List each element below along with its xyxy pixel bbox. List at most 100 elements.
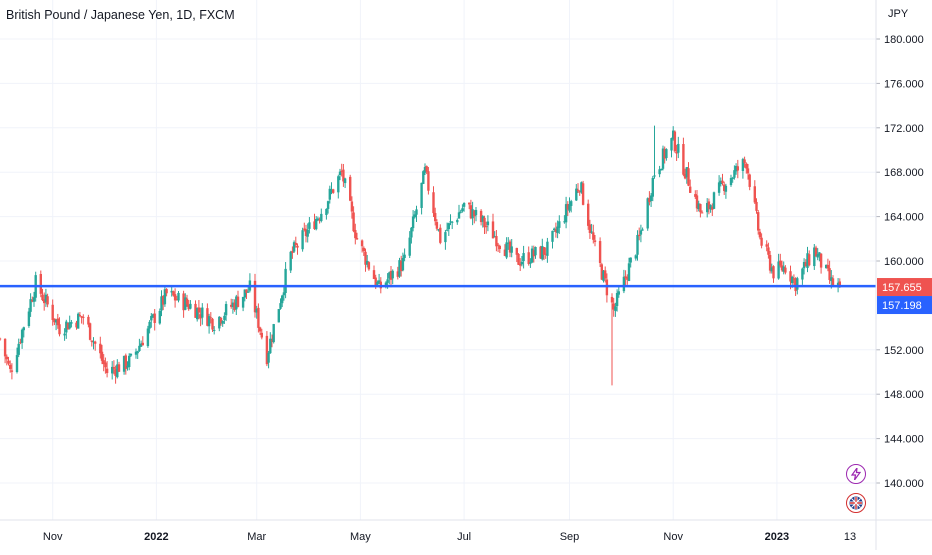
candle-body[interactable]	[343, 178, 347, 184]
candle-body[interactable]	[338, 171, 342, 176]
candle-body[interactable]	[558, 221, 561, 228]
candle-body[interactable]	[401, 258, 405, 271]
candle-body[interactable]	[806, 253, 809, 269]
candle-body[interactable]	[758, 231, 762, 238]
candle-body[interactable]	[627, 263, 631, 281]
candle-body[interactable]	[364, 251, 367, 265]
candle-body[interactable]	[63, 333, 66, 336]
candle-body[interactable]	[260, 332, 263, 338]
candle-body[interactable]	[99, 343, 102, 354]
candle-body[interactable]	[836, 282, 840, 286]
candle-body[interactable]	[697, 203, 700, 210]
candle-body[interactable]	[520, 261, 524, 265]
candle-body[interactable]	[638, 234, 641, 237]
candle-body[interactable]	[158, 310, 161, 324]
candle-body[interactable]	[194, 303, 197, 318]
candle-body[interactable]	[610, 296, 614, 303]
candle-body[interactable]	[87, 316, 90, 325]
candle-body[interactable]	[328, 188, 331, 200]
candle-body[interactable]	[201, 307, 204, 318]
candle-body[interactable]	[224, 304, 228, 316]
candle-body[interactable]	[736, 166, 739, 171]
candle-body[interactable]	[22, 327, 25, 331]
candle-body[interactable]	[831, 278, 835, 286]
candle-body[interactable]	[554, 229, 558, 233]
candle-body[interactable]	[670, 138, 673, 151]
candle-body[interactable]	[695, 195, 699, 209]
candle-body[interactable]	[162, 296, 165, 305]
candle-body[interactable]	[257, 307, 260, 328]
candle-body[interactable]	[649, 195, 653, 202]
candle-body[interactable]	[151, 314, 155, 317]
candle-body[interactable]	[116, 364, 119, 378]
candle-body[interactable]	[207, 316, 211, 327]
candle-body[interactable]	[165, 289, 168, 294]
candle-body[interactable]	[517, 253, 520, 265]
candle-body[interactable]	[461, 208, 464, 212]
candle-body[interactable]	[495, 235, 498, 247]
candle-body[interactable]	[794, 278, 797, 292]
candle-body[interactable]	[745, 163, 748, 169]
candle-body[interactable]	[660, 168, 663, 171]
candle-body[interactable]	[757, 212, 760, 231]
candle-body[interactable]	[66, 323, 70, 330]
candle-body[interactable]	[636, 234, 639, 255]
candle-body[interactable]	[646, 198, 649, 229]
candle-body[interactable]	[94, 341, 97, 344]
candle-body[interactable]	[342, 169, 345, 182]
candle-body[interactable]	[233, 302, 236, 310]
candle-body[interactable]	[755, 201, 758, 211]
candle-body[interactable]	[282, 292, 286, 296]
candle-body[interactable]	[304, 229, 308, 236]
candle-body[interactable]	[459, 211, 462, 213]
candle-body[interactable]	[177, 292, 180, 301]
candle-body[interactable]	[27, 311, 31, 326]
candle-body[interactable]	[486, 221, 490, 226]
candle-body[interactable]	[253, 280, 257, 313]
candle-body[interactable]	[682, 144, 685, 175]
candle-body[interactable]	[223, 315, 226, 320]
candle-body[interactable]	[685, 167, 688, 178]
flash-icon[interactable]	[846, 464, 866, 484]
candle-body[interactable]	[277, 309, 280, 323]
candle-body[interactable]	[553, 228, 556, 230]
candle-body[interactable]	[527, 252, 530, 264]
candle-body[interactable]	[376, 282, 379, 285]
candle-body[interactable]	[350, 201, 354, 212]
candle-body[interactable]	[653, 175, 656, 177]
candle-body[interactable]	[568, 204, 571, 211]
candle-body[interactable]	[661, 148, 665, 169]
candle-body[interactable]	[772, 266, 775, 279]
candle-body[interactable]	[700, 212, 704, 214]
candle-body[interactable]	[270, 340, 274, 342]
candle-body[interactable]	[510, 246, 513, 253]
candle-body[interactable]	[367, 262, 371, 270]
candle-body[interactable]	[425, 166, 428, 172]
candle-body[interactable]	[541, 246, 544, 260]
candle-body[interactable]	[770, 267, 773, 272]
candle-body[interactable]	[182, 293, 185, 311]
candle-body[interactable]	[780, 265, 784, 271]
candle-body[interactable]	[626, 277, 629, 280]
candle-body[interactable]	[629, 257, 632, 263]
candle-body[interactable]	[602, 270, 605, 281]
candle-body[interactable]	[219, 317, 223, 324]
candle-body[interactable]	[138, 345, 141, 352]
candle-body[interactable]	[354, 230, 357, 239]
candle-body[interactable]	[139, 343, 143, 347]
candle-body[interactable]	[410, 227, 413, 238]
candle-body[interactable]	[243, 289, 246, 298]
candle-body[interactable]	[54, 319, 58, 323]
candle-body[interactable]	[206, 308, 209, 326]
candle-body[interactable]	[605, 279, 609, 296]
candle-body[interactable]	[615, 293, 619, 307]
candle-body[interactable]	[578, 191, 581, 193]
candle-body[interactable]	[388, 272, 391, 279]
candle-body[interactable]	[68, 322, 71, 329]
candle-body[interactable]	[117, 364, 121, 372]
candle-body[interactable]	[709, 205, 712, 210]
candle-body[interactable]	[507, 242, 510, 244]
candle-body[interactable]	[281, 295, 284, 304]
candle-body[interactable]	[294, 242, 297, 245]
candle-body[interactable]	[808, 254, 811, 266]
